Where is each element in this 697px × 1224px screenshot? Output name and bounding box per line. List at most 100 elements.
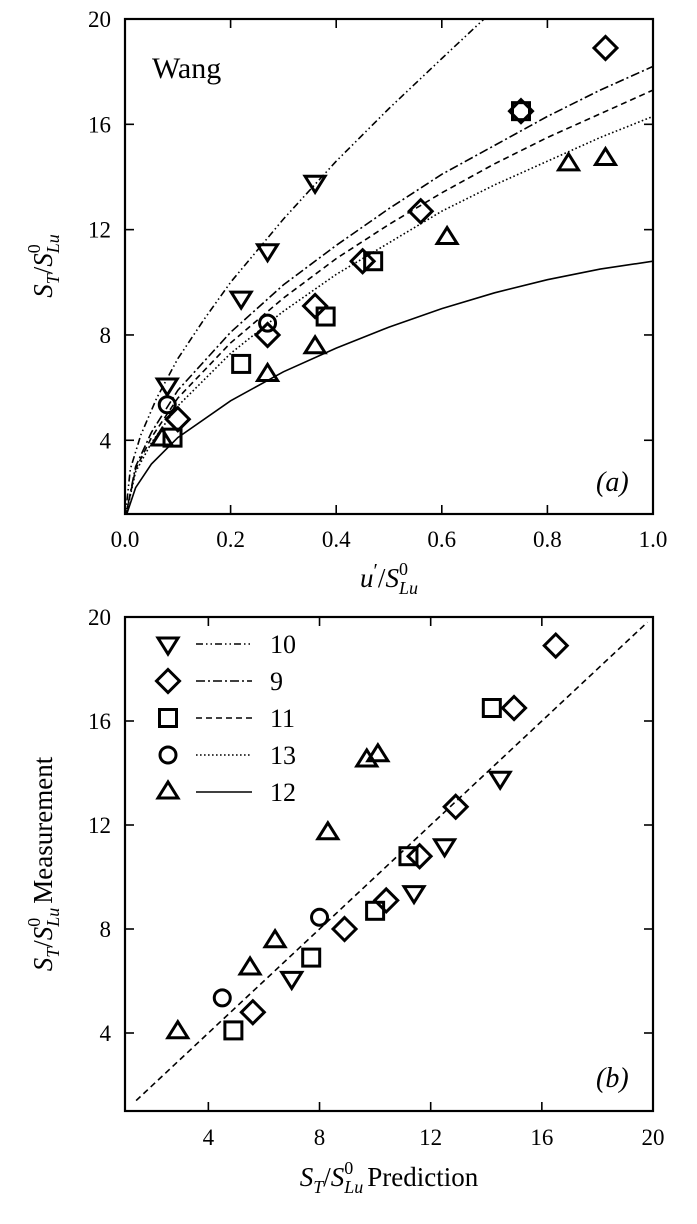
legend: 10 9 11 13 12 [154,630,296,807]
y-tick-label: 4 [100,1021,112,1046]
y-tick-label: 12 [88,218,111,243]
legend-marker-triangle-up [155,779,181,800]
y-tick-label: 16 [88,709,111,734]
point-diamond [542,631,570,660]
panel-title: Wang [152,52,221,85]
point-triangle-down [154,377,180,398]
x-tick-label: 12 [419,1125,442,1150]
x-tick-label: 0.8 [533,527,562,552]
legend-marker-diamond [154,667,182,695]
point-square [511,101,531,122]
point-triangle-down [279,970,305,992]
y-tick-label: 16 [88,112,111,137]
panel-b: 4 8 12 16 20 4 8 12 16 20 10 9 11 13 12 (b) ST/S0 Lu Pr… [24,605,665,1197]
legend-label: 12 [270,778,296,807]
fit-curve-dash-dot [125,65,653,514]
point-circle [258,313,278,333]
point-triangle-up [254,361,281,382]
x-axis-label-b: ST/S0 Lu Prediction [300,1158,479,1197]
point-triangle-up [354,747,380,768]
point-diamond [442,793,470,821]
x-tick-label: 0.2 [216,527,245,552]
y-tick-label: 20 [88,7,111,32]
x-tick-label: 20 [642,1125,665,1150]
panel-a: 0.0 0.2 0.4 0.6 0.8 1.0 4 8 12 16 20 Wang (a) u′/S… [24,7,667,598]
point-circle [212,988,232,1008]
point-square [231,353,252,374]
plot-frame-a [123,17,655,516]
point-triangle-up [555,150,582,172]
point-triangle-up [262,927,288,949]
parity-line [135,621,648,1102]
legend-marker-triangle-down [155,636,181,657]
legend-label: 9 [270,667,283,696]
fit-curve-solid [125,260,653,514]
point-diamond [348,247,377,275]
point-diamond [253,321,282,349]
point-triangle-up [434,224,460,246]
data-markers-b [165,631,570,1041]
point-triangle-down [302,174,328,196]
legend-label: 11 [270,704,295,733]
point-diamond [301,292,329,320]
reference-line-b [135,621,648,1102]
panel-label-b: (b) [596,1063,629,1094]
legend-entry-9: 9 [154,667,283,696]
point-diamond [330,915,359,943]
plot-frame-b [123,615,655,1113]
point-triangle-up [592,145,619,167]
legend-label: 10 [270,630,296,659]
point-square [398,846,419,867]
legend-marker-square [158,708,178,728]
point-diamond [405,842,434,870]
y-tick-label: 12 [88,813,111,838]
legend-entry-10: 10 [155,630,296,659]
point-square [365,900,386,921]
legend-entry-13: 13 [158,741,296,770]
point-triangle-up [149,426,175,447]
point-square [315,306,336,327]
point-square [301,947,322,968]
fit-curve-dotted [125,115,653,514]
panel-label-a: (a) [596,467,629,498]
point-diamond [591,34,620,62]
point-circle [310,907,330,927]
point-triangle-down [401,885,427,906]
point-triangle-up [302,333,328,355]
y-tick-label: 4 [100,428,112,453]
point-square [363,251,384,272]
legend-label: 13 [270,741,296,770]
point-triangle-up [165,1018,191,1040]
point-circle [157,395,177,415]
point-square [481,698,502,718]
axis-ticks-a: 0.0 0.2 0.4 0.6 0.8 1.0 4 8 12 16 20 [88,7,667,552]
point-triangle-up [315,819,341,841]
x-tick-label: 0.0 [111,527,140,552]
data-markers-a [149,34,620,448]
legend-entry-11: 11 [158,704,295,733]
x-tick-label: 0.4 [322,527,351,552]
y-tick-label: 8 [100,917,112,942]
axis-ticks-b: 4 8 12 16 20 4 8 12 16 20 [88,605,665,1150]
fit-curve-dash-dot-dot [125,19,485,514]
x-tick-label: 0.6 [427,527,456,552]
legend-marker-circle [158,745,178,765]
y-axis-label-b: ST/S0LuMeasurement [24,756,63,971]
point-diamond [500,694,528,722]
point-triangle-up [365,741,391,763]
point-triangle-down [254,243,281,264]
fit-curves-a [125,19,653,514]
point-diamond [164,405,192,433]
point-triangle-down [487,770,513,792]
point-diamond [239,998,267,1026]
fit-curve-dashed [125,89,653,514]
point-triangle-down [431,838,458,859]
y-tick-label: 20 [88,605,111,630]
legend-entry-12: 12 [155,778,296,807]
point-triangle-down [228,290,254,311]
point-triangle-up [237,955,263,976]
point-diamond [407,197,435,225]
x-tick-label: 8 [314,1125,326,1150]
x-tick-label: 16 [530,1125,553,1150]
